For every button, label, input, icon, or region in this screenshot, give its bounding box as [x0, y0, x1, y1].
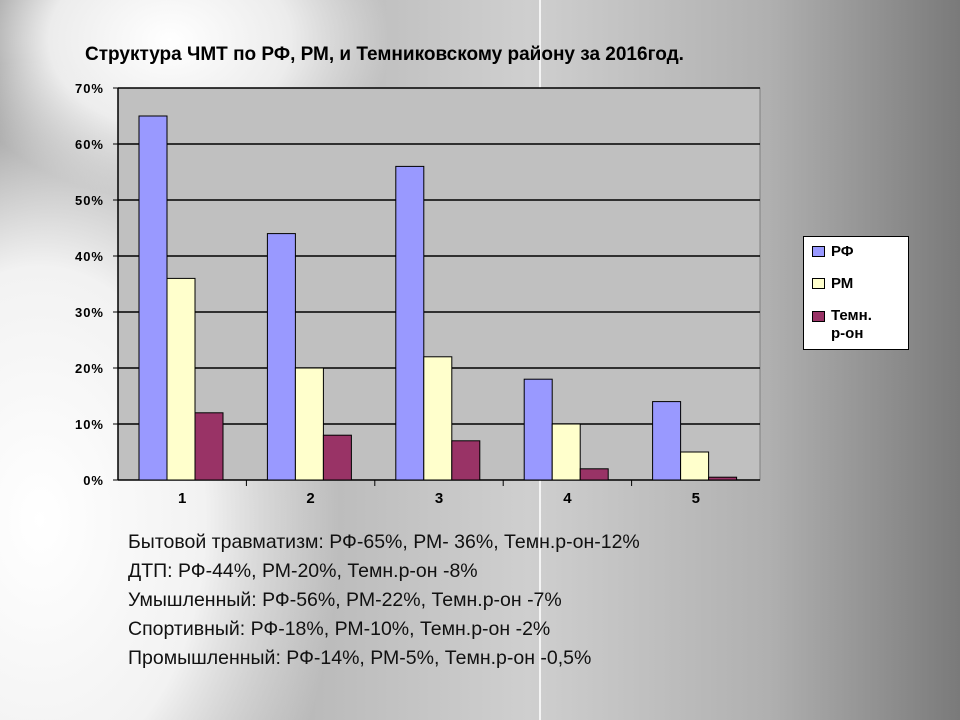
bar-3-5 — [708, 476, 738, 481]
bar-3-1 — [194, 412, 224, 481]
x-tick-label: 1 — [178, 490, 186, 507]
y-tick-label: 40% — [75, 249, 104, 264]
x-tick-label: 3 — [435, 490, 443, 507]
notes-list: Бытовой травматизм: РФ-65%, РМ- 36%, Тем… — [128, 528, 640, 673]
bar-1-3 — [395, 165, 425, 481]
note-line: Спортивный: РФ-18%, РМ-10%, Темн.р-он -2… — [128, 618, 551, 640]
bar-2-3 — [423, 356, 453, 481]
y-tick-label: 20% — [75, 361, 104, 376]
chart-title: Структура ЧМТ по РФ, РМ, и Темниковскому… — [85, 44, 684, 65]
note-line: Бытовой травматизм: РФ-65%, РМ- 36%, Тем… — [128, 531, 640, 553]
bar-2-4 — [551, 423, 581, 481]
bar-1-1 — [138, 115, 168, 481]
legend-item-temn: Темн. р-он — [812, 307, 872, 343]
legend-label-line2: р-он — [831, 325, 864, 342]
y-tick-label: 0% — [83, 473, 104, 488]
legend-swatch-temn — [812, 311, 825, 322]
bar-1-2 — [266, 233, 296, 481]
legend-swatch-rm — [812, 278, 825, 289]
y-tick-label: 60% — [75, 137, 104, 152]
bar-1-5 — [652, 401, 682, 481]
bar-3-3 — [451, 440, 481, 481]
y-tick-label: 30% — [75, 305, 104, 320]
note-line: Промышленный: РФ-14%, РМ-5%, Темн.р-он -… — [128, 647, 592, 669]
bar-3-2 — [322, 434, 352, 481]
chart-legend: РФ РМ Темн. р-он — [803, 236, 909, 350]
bar-1-4 — [523, 378, 553, 481]
bar-2-5 — [680, 451, 710, 481]
legend-item-rm: РМ — [812, 275, 853, 292]
x-tick-label: 4 — [563, 490, 572, 507]
note-line: ДТП: РФ-44%, РМ-20%, Темн.р-он -8% — [128, 560, 478, 582]
legend-label: РФ — [831, 243, 854, 260]
y-tick-label: 10% — [75, 417, 104, 432]
bar-3-4 — [579, 468, 609, 481]
y-tick-label: 70% — [75, 81, 104, 96]
note-line: Умышленный: РФ-56%, РМ-22%, Темн.р-он -7… — [128, 589, 562, 611]
legend-label-line1: Темн. — [831, 307, 872, 324]
y-tick-label: 50% — [75, 193, 104, 208]
bar-2-2 — [294, 367, 324, 481]
legend-swatch-rf — [812, 246, 825, 257]
legend-label: Темн. р-он — [831, 307, 872, 343]
x-tick-label: 2 — [306, 490, 314, 507]
bar-2-1 — [166, 277, 196, 481]
x-tick-label: 5 — [692, 490, 700, 507]
legend-item-rf: РФ — [812, 243, 854, 260]
legend-label: РМ — [831, 275, 854, 292]
